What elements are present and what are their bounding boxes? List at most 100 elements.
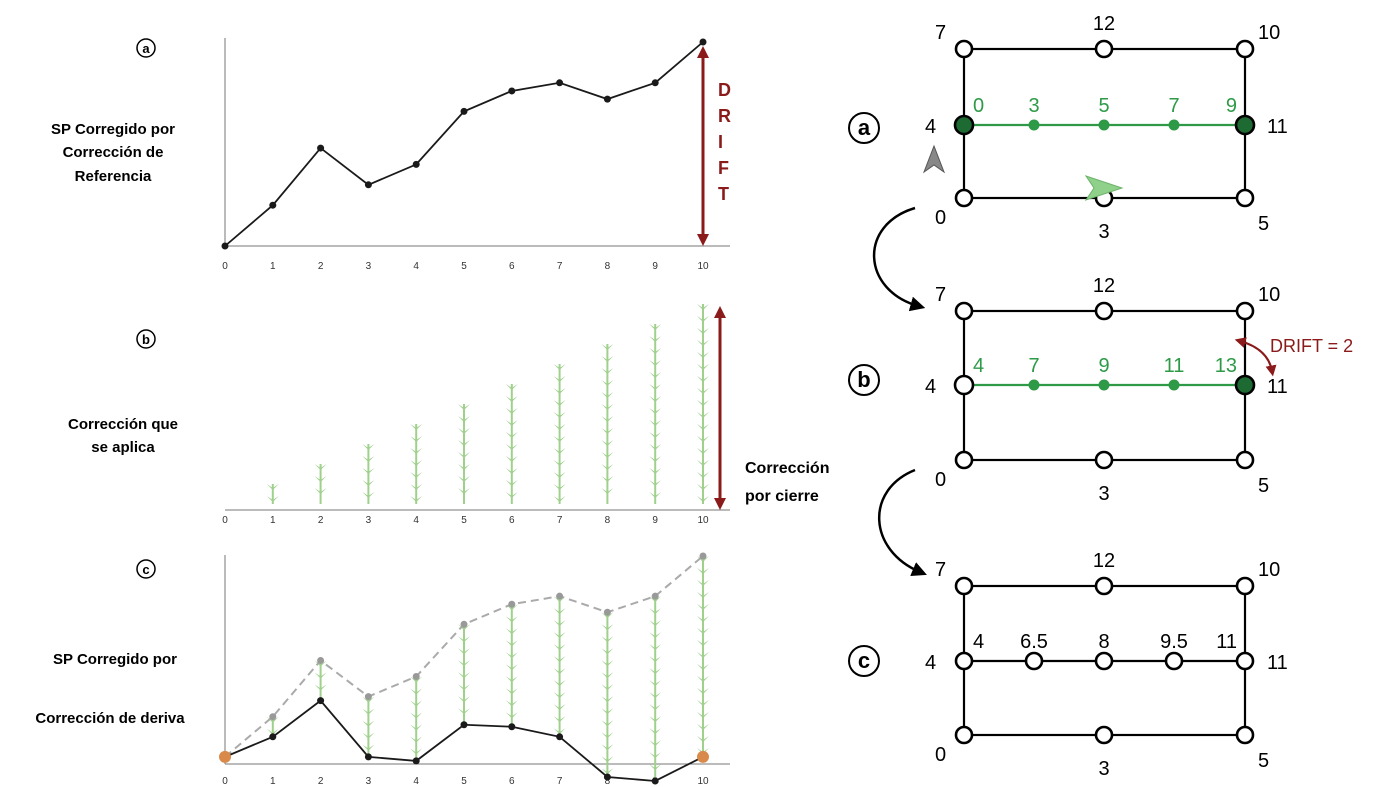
correction-chevron xyxy=(458,404,470,410)
correction-chevron xyxy=(362,444,375,450)
chart-c-point-corrected xyxy=(269,733,277,741)
correction-chevron xyxy=(697,472,709,478)
chart-c-tick-label: 3 xyxy=(366,776,372,787)
correction-chevron xyxy=(601,708,614,715)
correction-chevron xyxy=(649,348,662,354)
correction-chevron xyxy=(553,644,566,651)
correction-chevron xyxy=(505,444,518,450)
correction-chevron xyxy=(697,592,709,598)
correction-chevron xyxy=(697,724,709,730)
station-marker xyxy=(1235,725,1255,745)
station-label-bl: 0 xyxy=(935,207,946,229)
correction-chevron xyxy=(553,400,566,406)
measurement-label: 9 xyxy=(1098,355,1109,377)
correction-chevron xyxy=(649,632,662,639)
correction-chevron xyxy=(553,412,566,418)
correction-chevron xyxy=(697,460,709,466)
drift-label: DRIFT xyxy=(718,80,731,204)
correction-chevron xyxy=(505,604,518,611)
correction-chevron xyxy=(410,436,423,442)
correction-chevron xyxy=(601,416,614,422)
correction-chevron xyxy=(410,484,423,490)
station-label-br: 5 xyxy=(1258,475,1269,497)
chart-a-tick-label: 1 xyxy=(270,261,276,272)
station-marker xyxy=(954,450,974,470)
chart-c-point-corrected xyxy=(508,723,516,731)
chart-c-point-corrected xyxy=(556,733,564,741)
correction-chevron xyxy=(649,704,662,711)
correction-chevron xyxy=(601,744,614,751)
correction-chevron xyxy=(362,744,375,751)
panel-letter-a-left: a xyxy=(136,38,156,58)
label-b-line2: se aplica xyxy=(91,439,155,457)
chart-c-tie-point xyxy=(697,750,709,763)
chart-c-correction-arrow xyxy=(410,676,423,761)
correction-chevron xyxy=(314,476,327,482)
station-marker xyxy=(954,651,974,671)
station-label-ml: 4 xyxy=(925,116,936,138)
correction-chevron xyxy=(601,768,614,775)
correction-chevron xyxy=(649,384,662,390)
chart-c-point-original xyxy=(603,608,611,616)
correction-chevron xyxy=(649,396,662,402)
correction-chevron xyxy=(649,644,662,651)
measurement-label: 8 xyxy=(1098,631,1109,653)
panel-letter-text: c xyxy=(858,648,870,673)
chart-c-point-original xyxy=(412,673,420,681)
label-a-line3: Referencia xyxy=(74,167,152,185)
drift-value-label: DRIFT = 2 xyxy=(1270,336,1353,356)
chart-c-point-corrected xyxy=(603,773,611,781)
correction-chevron xyxy=(553,596,566,603)
station-marker xyxy=(954,188,974,208)
station-label-mr: 11 xyxy=(1267,652,1288,674)
correction-chevron xyxy=(553,716,566,723)
measurement-label: 11 xyxy=(1164,355,1185,377)
correction-chevron xyxy=(505,432,518,438)
chart-c-correction-arrows xyxy=(266,556,709,781)
measurement-label: 7 xyxy=(1028,355,1039,377)
correction-chevron xyxy=(505,688,518,695)
correction-chevron xyxy=(601,732,614,739)
chart-a-tick-label: 3 xyxy=(366,261,372,272)
correction-chevron xyxy=(458,660,470,667)
measurement-point xyxy=(1168,379,1180,391)
correction-chevron xyxy=(697,376,709,382)
correction-chevron xyxy=(649,608,662,615)
chart-a-line xyxy=(224,41,704,247)
drift-curved-arrow xyxy=(1234,337,1277,377)
chart-a-series xyxy=(221,38,707,250)
chart-c-correction-arrow xyxy=(553,596,566,737)
correction-chevron xyxy=(697,652,709,658)
station-marker xyxy=(953,374,975,396)
chart-b-correction-arrows xyxy=(266,304,709,504)
chart-c-point-original xyxy=(317,656,325,664)
chart-c-tick-label: 0 xyxy=(222,776,228,787)
chart-a-point xyxy=(317,144,325,152)
correction-chevron xyxy=(505,408,518,414)
correction-chevron xyxy=(505,700,518,707)
station-label-ml: 4 xyxy=(925,652,936,674)
station-marker xyxy=(1235,450,1255,470)
chart-c-tick-label: 4 xyxy=(413,776,419,787)
correction-chevron xyxy=(649,620,662,627)
correction-chevron xyxy=(697,604,709,610)
label-panel-b: Corrección que se aplica xyxy=(48,413,198,460)
correction-chevron xyxy=(649,668,662,675)
station-marker xyxy=(1235,301,1255,321)
correction-chevron xyxy=(553,448,566,454)
measurement-point xyxy=(1098,379,1110,391)
chart-c-tick-label: 2 xyxy=(318,776,324,787)
chart-b-tick-label: 9 xyxy=(652,515,658,526)
station-label-tm: 12 xyxy=(1093,13,1115,35)
correction-chevron xyxy=(697,616,709,622)
correction-chevron xyxy=(601,756,614,763)
correction-chevron xyxy=(601,696,614,703)
chart-c-point-original xyxy=(364,693,372,701)
chart-b-correction-arrow xyxy=(362,444,375,504)
correction-chevron xyxy=(649,492,662,498)
chart-c-point-original xyxy=(269,713,277,721)
correction-chevron xyxy=(458,648,470,655)
correction-chevron xyxy=(697,556,709,562)
